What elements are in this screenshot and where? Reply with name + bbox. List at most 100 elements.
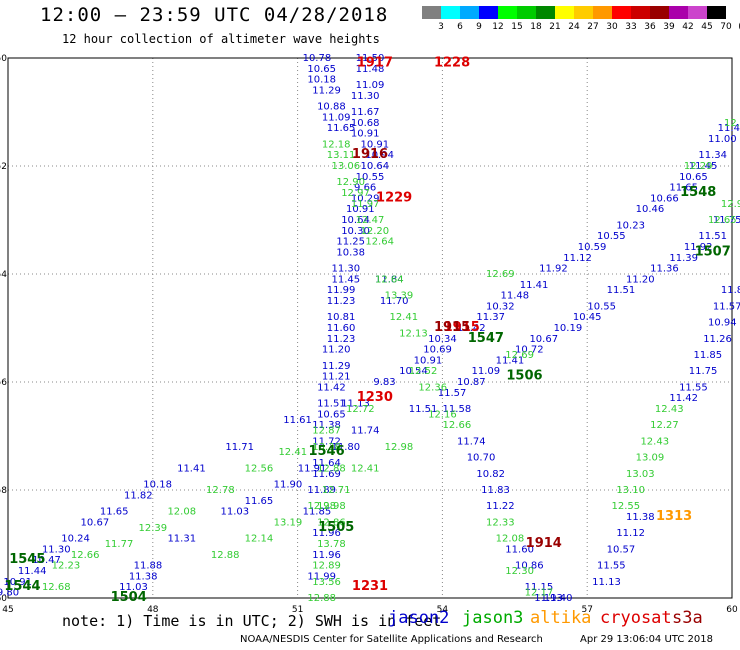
page-title: 12:00 — 23:59 UTC 04/28/2018 [40,4,389,26]
data-point-jason2: 10.91 [361,139,390,150]
data-point-jason2: 11.13 [341,399,370,410]
data-point-jason2: 10.91 [414,355,443,366]
color-swatch [631,6,650,19]
data-point-jason2: 10.65 [307,64,336,75]
color-scale-label: 9 [476,22,482,32]
data-point-jason3: 12.98 [317,501,346,512]
data-point-jason3: 12.13 [399,328,428,339]
data-point-jason3: 12.88 [307,593,336,604]
data-point-cryosat: 1230 [357,390,393,405]
data-point-jason2: 11.12 [563,253,592,264]
timestamp-text: Apr 29 13:06:04 UTC 2018 [580,634,713,645]
data-point-jason3: 12.98 [385,442,414,453]
data-point-jason2: 11.99 [327,285,356,296]
data-point-jason2: 10.70 [467,453,496,464]
y-tick-label: -56 [0,378,7,388]
color-scale-label: 36 [644,22,656,32]
data-point-jason2: 10.69 [423,345,452,356]
data-point-jason2: 10.65 [317,409,346,420]
color-scale-label: 24 [568,22,580,32]
data-point-jason2: 11.61 [283,415,312,426]
color-swatch [688,6,707,19]
color-scale-label: 6 [457,22,463,32]
data-point-jason2: 11.99 [307,571,336,582]
data-point-jason3: 12.41 [351,463,380,474]
data-point-jason2: 10.46 [636,204,665,215]
data-point-jason2: 11.42 [457,323,486,334]
color-swatch [479,6,498,19]
data-point-jason2: 10.91 [3,577,32,588]
data-point-jason2: 11.45 [332,274,361,285]
data-point-jason2: 10.67 [529,334,558,345]
data-point-jason3: 12.17 [525,588,554,599]
data-point-jason3: 12.08 [167,507,196,518]
data-point-jason2: 11.96 [312,550,341,561]
data-point-jason2: 11.45 [718,123,740,134]
data-point-jason2: 11.26 [703,334,732,345]
color-scale-label: 33 [625,22,637,32]
data-point-jason2: 11.92 [539,264,568,275]
data-point-jason2: 10.32 [486,301,515,312]
data-point-jason2: 9.83 [373,377,395,388]
data-point-jason2: 11.89 [307,485,336,496]
data-point-jason3: 12.23 [52,561,81,572]
data-point-jason2: 11.60 [327,323,356,334]
y-tick-label: -60 [0,594,7,604]
data-point-jason3: 12.89 [312,561,341,572]
plot-frame [7,57,733,599]
data-point-pass-time: 1505 [318,520,354,535]
data-point-jason2: 11.23 [327,334,356,345]
data-point-jason2: 11.30 [42,544,71,555]
color-swatch [441,6,460,19]
data-point-jason2: 11.36 [650,264,679,275]
data-point-jason3: 12.43 [640,436,669,447]
data-point-jason3: 13.56 [312,577,341,588]
data-point-jason2: 11.57 [713,301,740,312]
data-point-jason2: 11.64 [312,458,341,469]
page-subtitle: 12 hour collection of altimeter wave hei… [62,32,380,46]
data-point-jason2: 11.51 [409,404,438,415]
data-point-jason3: 11.97 [351,199,380,210]
data-point-jason2: 10.94 [365,150,394,161]
data-point-cryosat: 1915 [444,320,480,335]
color-swatch [422,6,441,19]
data-point-jason3: 12.41 [389,312,418,323]
data-point-jason2: 11.96 [312,528,341,539]
x-tick-label: 54 [437,605,449,615]
data-point-jason2: 11.83 [481,485,510,496]
data-point-jason2: 11.67 [351,107,380,118]
data-point-jason3: 13.38 [312,442,341,453]
data-point-jason3: 12.27 [650,420,679,431]
data-point-jason2: 10.59 [578,242,607,253]
data-point-jason2: 10.45 [573,312,602,323]
color-scale-label: 12 [492,22,504,32]
data-point-jason2: 10.34 [428,334,457,345]
x-tick-label: 60 [726,605,738,615]
data-point-jason2: 10.68 [351,118,380,129]
data-point-jason2: 11.09 [356,80,385,91]
data-point-jason2: 11.37 [476,312,505,323]
data-point-jason2: 11.65 [100,507,129,518]
data-point-jason3: 13.10 [616,485,645,496]
data-point-jason2: 11.38 [129,571,158,582]
data-point-s3a: 1916 [352,147,388,162]
data-point-s3a: 1915 [434,320,470,335]
data-point-pass-time: 1547 [468,331,504,346]
data-point-jason2: 10.64 [341,215,370,226]
x-tick-label: 48 [147,605,159,615]
data-point-jason2: 11.85 [694,350,723,361]
data-point-jason3: 12.20 [361,226,390,237]
data-point-jason2: 10.78 [303,53,332,64]
data-point-pass-time: 1507 [695,244,731,259]
data-point-jason2: 11.09 [472,366,501,377]
color-swatch [612,6,631,19]
data-point-jason2: 11.41 [496,355,525,366]
color-scale-label: 39 [663,22,675,32]
data-point-cryosat: 1228 [434,55,470,70]
data-point-jason3: 12.69 [486,269,515,280]
color-swatch [707,6,726,19]
data-point-jason2: 11.44 [18,566,47,577]
color-scale-label: 70 [720,22,732,32]
data-point-jason3: 12.39 [138,523,167,534]
